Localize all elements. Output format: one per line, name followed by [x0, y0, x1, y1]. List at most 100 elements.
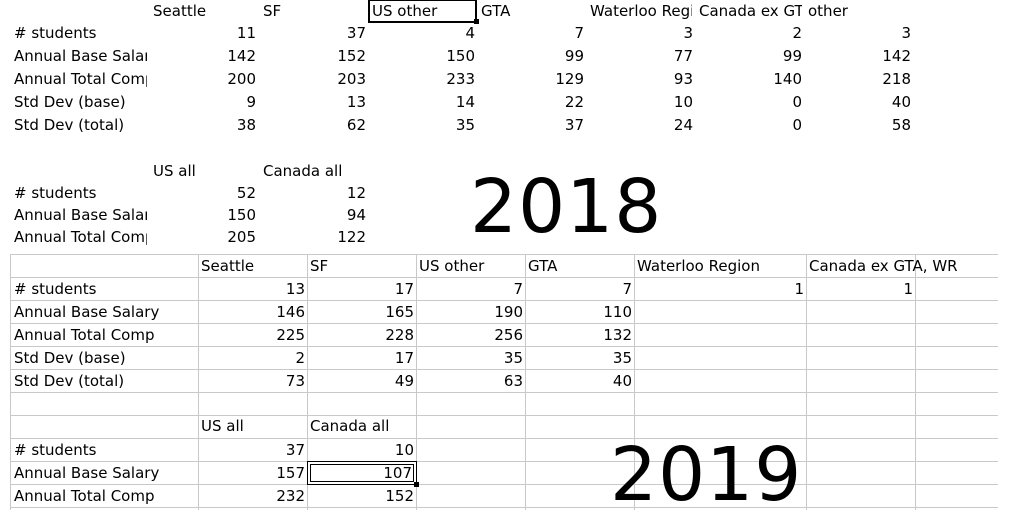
row-label[interactable]: Annual Base Salary	[14, 47, 147, 65]
year-2018-label[interactable]: 2018	[470, 164, 663, 250]
header-canada-ex-2019[interactable]: Canada ex GTA, WR	[809, 257, 958, 275]
cell[interactable]: 11	[236, 24, 256, 42]
header-us-all-2019[interactable]: US all	[201, 417, 244, 435]
cell[interactable]: 1	[903, 280, 913, 298]
row-label[interactable]: Annual Total Comp	[14, 487, 155, 505]
cell[interactable]: 14	[455, 93, 475, 111]
row-label[interactable]: # students	[14, 184, 97, 202]
header-other-2018[interactable]: other	[808, 2, 848, 20]
row-label[interactable]: Std Dev (base)	[14, 349, 126, 367]
cell[interactable]: 24	[673, 116, 693, 134]
row-label[interactable]: # students	[14, 441, 97, 459]
cell[interactable]: 17	[394, 349, 414, 367]
cell[interactable]: 10	[673, 93, 693, 111]
fill-handle[interactable]	[474, 19, 479, 24]
header-waterloo-2018[interactable]: Waterloo Region	[590, 2, 692, 20]
header-us-other-2018[interactable]: US other	[368, 0, 477, 23]
cell[interactable]: 7	[574, 24, 584, 42]
cell[interactable]: 146	[276, 303, 305, 321]
row-label[interactable]: Std Dev (total)	[14, 116, 125, 134]
header-waterloo-2019[interactable]: Waterloo Region	[637, 257, 760, 275]
cell[interactable]: 218	[882, 70, 911, 88]
cell[interactable]: 225	[276, 326, 305, 344]
cell[interactable]: 37	[285, 441, 305, 459]
header-gta-2019[interactable]: GTA	[528, 257, 558, 275]
cell[interactable]: 52	[236, 184, 256, 202]
cell[interactable]: 3	[683, 24, 693, 42]
cell[interactable]: 203	[337, 70, 366, 88]
header-sf-2019[interactable]: SF	[310, 257, 329, 275]
cell[interactable]: 157	[276, 464, 305, 482]
row-label[interactable]: Std Dev (total)	[14, 372, 125, 390]
cell[interactable]: 205	[227, 228, 256, 246]
cell[interactable]: 49	[394, 372, 414, 390]
cell[interactable]: 200	[227, 70, 256, 88]
row-label[interactable]: Annual Base Salary	[14, 464, 160, 482]
header-canada-all-2019[interactable]: Canada all	[310, 417, 390, 435]
cell[interactable]: 150	[446, 47, 475, 65]
cell[interactable]: 38	[236, 116, 256, 134]
row-label[interactable]: Annual Base Salary	[14, 303, 160, 321]
cell[interactable]: 110	[603, 303, 632, 321]
cell[interactable]: 232	[276, 487, 305, 505]
cell[interactable]: 40	[612, 372, 632, 390]
cell[interactable]: 13	[285, 280, 305, 298]
header-seattle-2018[interactable]: Seattle	[153, 2, 207, 20]
cell[interactable]: 99	[782, 47, 802, 65]
cell[interactable]: 233	[446, 70, 475, 88]
cell[interactable]: 37	[346, 24, 366, 42]
cell[interactable]: 99	[564, 47, 584, 65]
header-gta-2018[interactable]: GTA	[481, 2, 511, 20]
cell[interactable]: 140	[773, 70, 802, 88]
cell[interactable]: 122	[337, 228, 366, 246]
fill-handle[interactable]	[414, 482, 419, 487]
cell[interactable]: 7	[513, 280, 523, 298]
year-2019-label[interactable]: 2019	[610, 432, 803, 518]
header-us-other-2019[interactable]: US other	[419, 257, 485, 275]
header-sf-2018[interactable]: SF	[263, 2, 282, 20]
cell[interactable]: 129	[555, 70, 584, 88]
cell[interactable]: 0	[792, 93, 802, 111]
cell[interactable]: 152	[337, 47, 366, 65]
cell[interactable]: 93	[673, 70, 693, 88]
cell[interactable]: 2	[295, 349, 305, 367]
row-label[interactable]: # students	[14, 24, 97, 42]
cell[interactable]: 73	[285, 372, 305, 390]
cell[interactable]: 0	[792, 116, 802, 134]
cell[interactable]: 2	[792, 24, 802, 42]
row-label[interactable]: Annual Base Salary	[14, 206, 147, 224]
cell[interactable]: 22	[564, 93, 584, 111]
header-canada-all-2018[interactable]: Canada all	[263, 162, 343, 180]
cell[interactable]: 256	[494, 326, 523, 344]
header-seattle-2019[interactable]: Seattle	[201, 257, 255, 275]
cell[interactable]: 58	[891, 116, 911, 134]
cell[interactable]: 142	[227, 47, 256, 65]
cell[interactable]: 35	[503, 349, 523, 367]
cell[interactable]: 63	[503, 372, 523, 390]
cell[interactable]: 190	[494, 303, 523, 321]
cell[interactable]: 35	[455, 116, 475, 134]
header-us-all-2018[interactable]: US all	[153, 162, 196, 180]
cell[interactable]: 35	[612, 349, 632, 367]
cell[interactable]: 17	[394, 280, 414, 298]
cell[interactable]: 7	[622, 280, 632, 298]
header-canada-ex-2018[interactable]: Canada ex GTA, WR	[699, 2, 802, 20]
cell[interactable]: 132	[603, 326, 632, 344]
cell[interactable]: 228	[385, 326, 414, 344]
cell[interactable]: 62	[346, 116, 366, 134]
cell[interactable]: 13	[346, 93, 366, 111]
row-label[interactable]: Annual Total Comp	[14, 228, 147, 246]
cell[interactable]: 165	[385, 303, 414, 321]
cell[interactable]: 152	[385, 487, 414, 505]
cell[interactable]: 3	[901, 24, 911, 42]
cell[interactable]: 1	[794, 280, 804, 298]
row-label[interactable]: Std Dev (base)	[14, 93, 126, 111]
cell[interactable]: 9	[246, 93, 256, 111]
cell[interactable]: 40	[891, 93, 911, 111]
cell[interactable]: 77	[673, 47, 693, 65]
row-label[interactable]: # students	[14, 280, 97, 298]
cell[interactable]: 12	[346, 184, 366, 202]
cell[interactable]: 150	[227, 206, 256, 224]
cell[interactable]: 142	[882, 47, 911, 65]
selected-cell[interactable]: 107	[307, 461, 417, 485]
